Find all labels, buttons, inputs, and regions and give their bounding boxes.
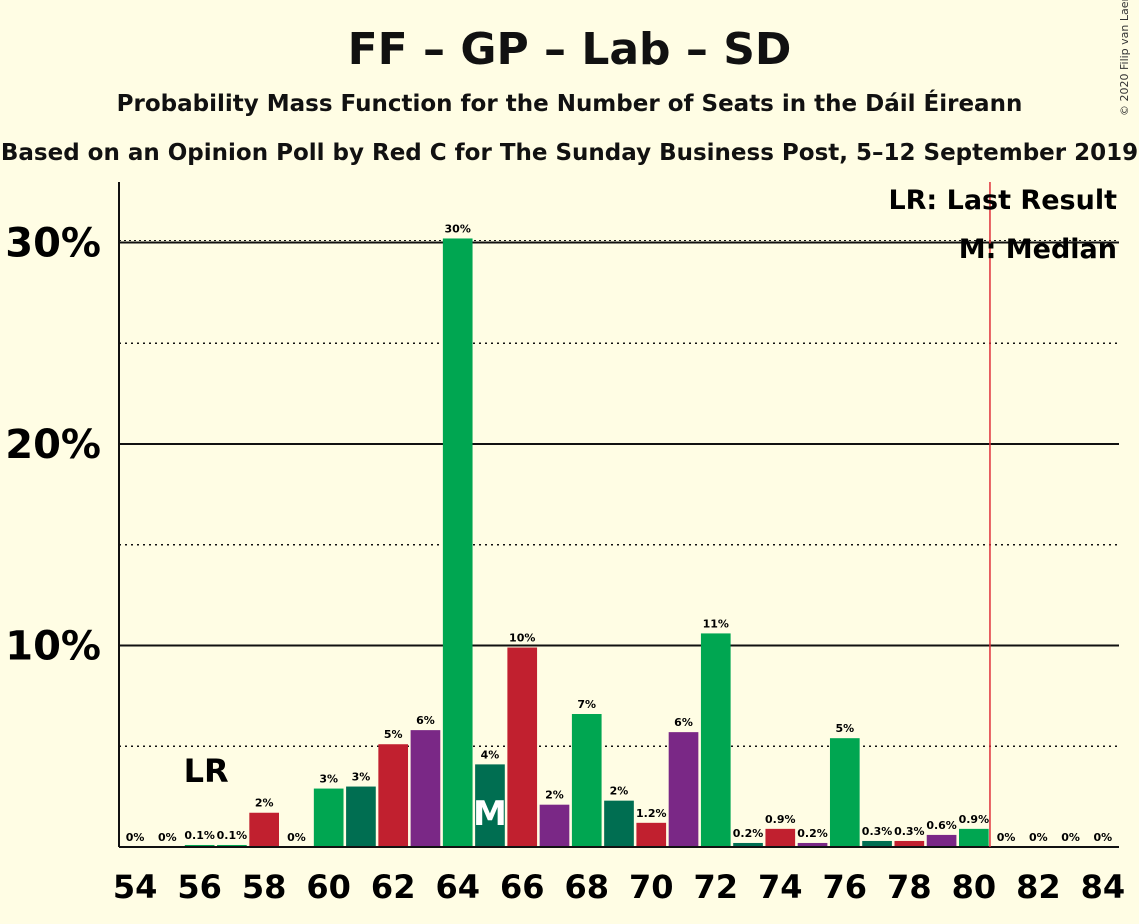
bar-value-label: 0.1% [217, 829, 248, 842]
x-tick-label: 56 [177, 868, 222, 906]
x-tick-label: 64 [435, 868, 480, 906]
bar-value-label: 2% [545, 789, 564, 802]
bar-seat-68 [571, 714, 602, 847]
median-marker: M [473, 794, 507, 834]
bar-value-label: 0.3% [894, 825, 925, 838]
bar-seat-76 [829, 738, 860, 847]
bar-seat-80 [959, 828, 989, 847]
bar-seat-72 [700, 633, 731, 847]
x-tick-label: 76 [823, 868, 868, 906]
bar-seat-79 [926, 834, 957, 847]
bar-value-label: 0.1% [184, 829, 215, 842]
y-tick-label: 10% [5, 624, 101, 670]
bar-seat-62 [378, 744, 409, 847]
bar-value-label: 3% [352, 771, 371, 784]
bar-seat-58 [249, 812, 279, 847]
legend-item: LR: Last Result [888, 185, 1117, 216]
bar-value-label: 6% [674, 716, 693, 729]
bar-value-label: 0.3% [862, 825, 893, 838]
bar-value-label: 0.2% [733, 827, 764, 840]
bar-value-label: 0% [1094, 831, 1113, 844]
bar-seat-63 [410, 730, 441, 847]
legend-item: M: Median [959, 234, 1117, 265]
bar-seat-65 [475, 764, 505, 847]
bar-value-label: 5% [384, 728, 403, 741]
x-tick-label: 68 [564, 868, 609, 906]
bar-value-label: 11% [703, 617, 729, 630]
x-tick-label: 72 [694, 868, 739, 906]
bar-value-label: 0% [1061, 831, 1080, 844]
bar-value-label: 2% [255, 797, 274, 810]
bar-seat-74 [765, 828, 796, 847]
chart-source-line: Based on an Opinion Poll by Red C for Th… [0, 140, 1139, 166]
bar-value-label: 2% [610, 785, 629, 798]
bar-seat-73 [733, 842, 763, 847]
x-tick-label: 62 [371, 868, 416, 906]
bar-seat-67 [539, 804, 570, 847]
bar-value-label: 5% [835, 722, 854, 735]
bar-seat-57 [217, 844, 247, 847]
bar-value-label: 30% [445, 222, 471, 235]
y-tick-label: 30% [5, 221, 101, 267]
bar-value-label: 0.6% [926, 819, 957, 832]
bar-seat-56 [184, 844, 215, 847]
bar-seat-61 [346, 786, 376, 847]
y-tick-label: 20% [5, 422, 101, 468]
bar-seat-77 [862, 840, 892, 847]
x-tick-label: 82 [1016, 868, 1061, 906]
bar-value-label: 0% [287, 831, 306, 844]
bar-seat-75 [797, 842, 828, 847]
bar-seat-64 [442, 238, 473, 848]
bar-value-label: 0% [126, 831, 145, 844]
bar-value-label: 3% [319, 773, 338, 786]
bar-value-label: 6% [416, 714, 435, 727]
x-tick-label: 60 [306, 868, 351, 906]
x-tick-label: 58 [242, 868, 287, 906]
bar-seat-69 [604, 800, 634, 847]
bar-seat-70 [636, 822, 667, 847]
bar-value-label: 0.9% [765, 813, 796, 826]
bar-value-label: 0.9% [959, 813, 990, 826]
bar-value-label: 10% [509, 632, 535, 645]
bar-seat-71 [668, 732, 699, 847]
bar-value-label: 0% [158, 831, 177, 844]
chart-title: FF – GP – Lab – SD [347, 24, 792, 75]
bar-value-label: 0% [997, 831, 1016, 844]
bar-value-label: 4% [481, 748, 500, 761]
x-tick-label: 54 [113, 868, 158, 906]
bar-value-label: 1.2% [636, 807, 667, 820]
x-tick-label: 66 [500, 868, 545, 906]
bar-seat-78 [894, 840, 925, 847]
x-tick-label: 74 [758, 868, 803, 906]
x-tick-label: 70 [629, 868, 674, 906]
bar-value-label: 7% [577, 698, 596, 711]
x-tick-label: 80 [952, 868, 997, 906]
bar-value-label: 0% [1029, 831, 1048, 844]
x-tick-label: 78 [887, 868, 932, 906]
last-result-marker: LR [184, 752, 229, 790]
chart-subtitle: Probability Mass Function for the Number… [116, 91, 1023, 117]
x-tick-label: 84 [1081, 868, 1126, 906]
bar-seat-60 [313, 788, 344, 847]
bar-seat-66 [507, 647, 538, 847]
bar-value-label: 0.2% [797, 827, 828, 840]
